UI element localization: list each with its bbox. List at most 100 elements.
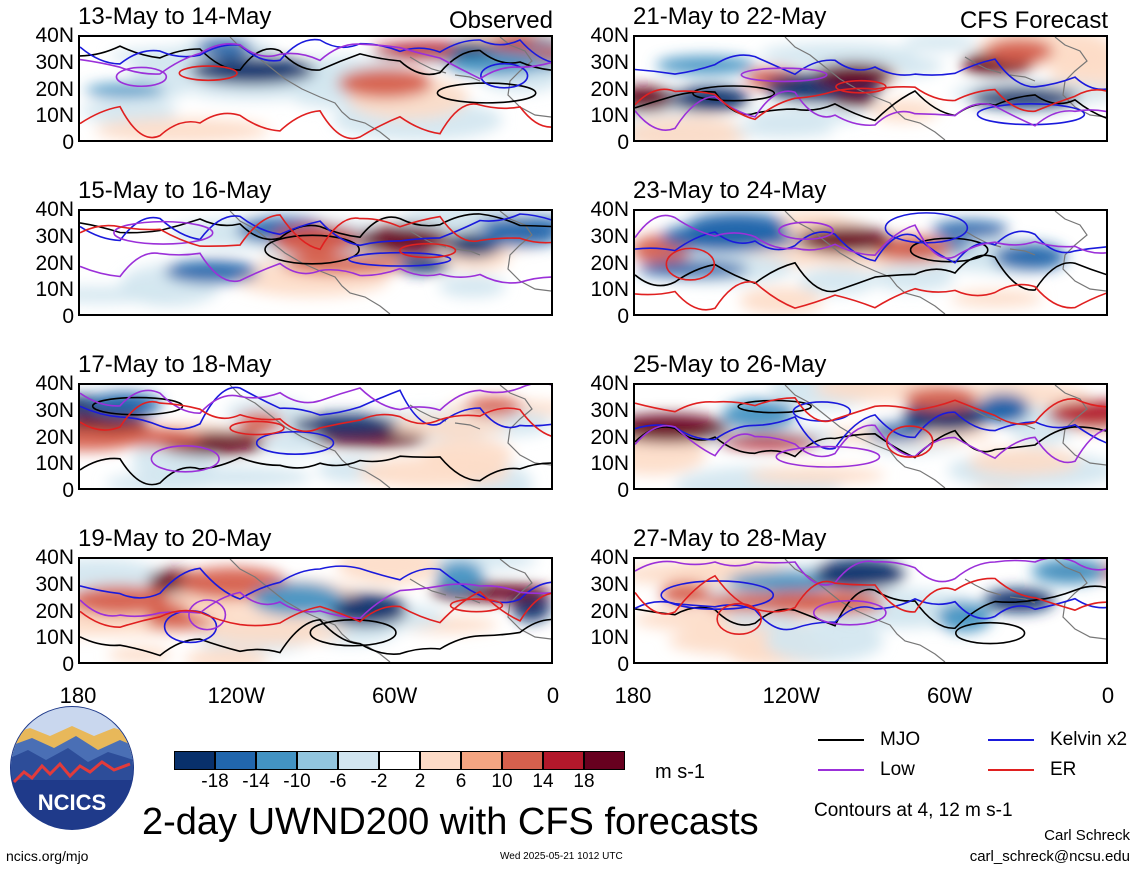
- anomaly-blob: [968, 447, 1080, 476]
- anomaly-blob: [993, 243, 1067, 271]
- contour-line: [80, 45, 551, 76]
- coastline: [784, 211, 1106, 314]
- contour-line: [635, 90, 1106, 131]
- colorbar-label: -18: [201, 771, 229, 792]
- contour-loop: [188, 599, 227, 631]
- anomaly-blob: [251, 582, 343, 616]
- colorbar-label: -10: [283, 771, 311, 792]
- colorbar-label: -6: [329, 771, 347, 792]
- colorbar-label: 6: [455, 771, 467, 792]
- contour-line: [80, 103, 551, 140]
- anomaly-blob: [356, 225, 451, 255]
- panel-title: 13-May to 14-May: [78, 3, 272, 30]
- contour-line: [80, 252, 551, 284]
- anomaly-blob: [290, 413, 398, 437]
- y-tick-label: 30N: [35, 224, 74, 248]
- anomaly-blob: [108, 646, 172, 662]
- anomaly-blob: [88, 392, 162, 417]
- contour-line: [80, 618, 551, 657]
- anomaly-blob: [732, 121, 835, 138]
- panel-title: 21-May to 22-May: [633, 3, 827, 30]
- wind-anomaly-map: [80, 385, 551, 488]
- y-tick-label: 10N: [590, 452, 629, 476]
- y-tick-label: 20N: [590, 599, 629, 623]
- x-tick-label: 180: [614, 683, 652, 708]
- y-tick-label: 10N: [590, 626, 629, 650]
- contour-loop: [309, 618, 397, 647]
- anomaly-blob: [80, 99, 177, 124]
- coastline: [229, 37, 551, 140]
- anomaly-blob: [438, 275, 506, 298]
- anomaly-blob: [80, 559, 160, 591]
- panel-source-tag: CFS Forecast: [959, 7, 1108, 34]
- contour-line: [635, 424, 1106, 464]
- anomaly-blob: [258, 430, 332, 456]
- contour-line: [635, 425, 1106, 459]
- contour-line: [80, 213, 551, 241]
- contour-line: [80, 386, 551, 430]
- anomaly-blob: [764, 620, 884, 662]
- y-tick-label: 40N: [35, 372, 74, 395]
- map-panel: [633, 35, 1108, 142]
- anomaly-blob: [195, 38, 253, 58]
- anomaly-blob: [635, 115, 748, 140]
- panel-title: 23-May to 24-May: [633, 177, 827, 204]
- y-tick-label: 40N: [35, 198, 74, 221]
- y-tick-label: 0: [62, 479, 74, 502]
- contour-line: [80, 38, 551, 65]
- contour-line: [80, 400, 551, 437]
- x-tick-label: 120W: [207, 683, 266, 708]
- anomaly-blob: [727, 571, 839, 593]
- anomaly-blob: [983, 588, 1055, 613]
- wind-anomaly-map: [635, 559, 1106, 662]
- anomaly-blob: [85, 83, 166, 98]
- y-tick-label: 0: [617, 479, 629, 502]
- colorbar-label: 2: [414, 771, 426, 792]
- contour-loop: [178, 65, 238, 82]
- contour-loop: [740, 67, 828, 83]
- anomaly-blob: [931, 220, 1009, 239]
- y-tick-label: 10N: [590, 104, 629, 128]
- y-tick-label: 40N: [590, 372, 629, 395]
- y-tick-label: 40N: [35, 546, 74, 569]
- y-tick-label: 20N: [590, 425, 629, 449]
- contour-line: [80, 583, 551, 620]
- y-tick-label: 0: [617, 305, 629, 328]
- anomaly-blob: [950, 289, 1044, 308]
- anomaly-blob: [324, 593, 408, 627]
- colorbar-swatch: [461, 751, 502, 770]
- map-panel: [633, 383, 1108, 490]
- contour-line: [635, 230, 1106, 264]
- map-panel: [78, 383, 553, 490]
- contour-loop: [264, 234, 360, 265]
- contour-line: [635, 281, 1106, 311]
- y-tick-label: 30N: [35, 50, 74, 74]
- contour-line: [635, 214, 1106, 259]
- anomaly-blob: [164, 260, 259, 284]
- contour-loop: [665, 247, 716, 281]
- contour-loop: [113, 220, 214, 245]
- contour-line: [635, 574, 1106, 615]
- contour-line: [80, 213, 551, 247]
- anomaly-blob: [184, 648, 269, 662]
- legend-label: MJO: [880, 729, 921, 750]
- y-tick-label: 40N: [590, 546, 629, 569]
- contour-loop: [150, 445, 220, 473]
- anomaly-blob: [903, 37, 978, 51]
- wind-anomaly-map: [635, 37, 1106, 140]
- panel-title: 15-May to 16-May: [78, 177, 272, 204]
- x-tick-label: 60W: [927, 683, 973, 708]
- y-tick-label: 10N: [35, 626, 74, 650]
- anomaly-blob: [719, 434, 820, 450]
- anomaly-blob: [744, 107, 865, 125]
- anomaly-blob: [635, 413, 729, 443]
- colorbar-label: -2: [370, 771, 388, 792]
- y-tick-label: 20N: [35, 599, 74, 623]
- legend-label: Kelvin x2: [1050, 729, 1128, 750]
- legend-line: [988, 739, 1034, 741]
- contour-loop: [835, 79, 887, 94]
- coastline: [784, 559, 1106, 662]
- anomaly-blob: [1031, 559, 1106, 585]
- panel-title: 27-May to 28-May: [633, 525, 827, 552]
- wind-anomaly-map: [635, 211, 1106, 314]
